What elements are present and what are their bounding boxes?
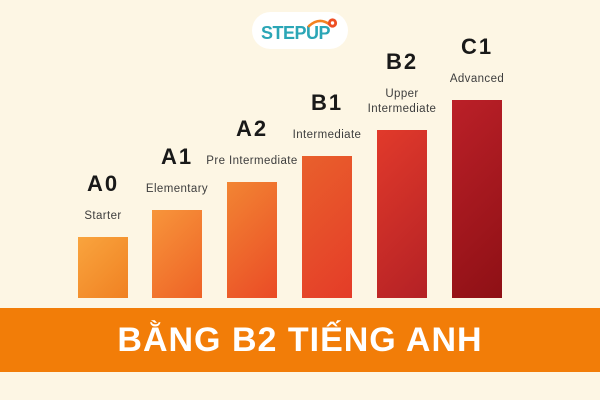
level-label: A2 bbox=[235, 115, 269, 141]
bar-labels: B2 Upper Intermediate bbox=[327, 49, 477, 116]
level-sublabel: Starter bbox=[84, 209, 122, 222]
bar-column: A1 Elementary bbox=[146, 144, 208, 298]
level-sublabel: Intermediate bbox=[292, 128, 362, 141]
title-banner: BẰNG B2 TIẾNG ANH bbox=[0, 308, 600, 372]
stepup-logo-graphic: STEPUP bbox=[261, 17, 338, 43]
bar bbox=[377, 130, 427, 298]
bar bbox=[452, 100, 502, 298]
bar bbox=[78, 237, 128, 298]
bar bbox=[152, 210, 202, 298]
level-label: A0 bbox=[86, 170, 120, 196]
logo-dot-center bbox=[330, 20, 335, 25]
bar-column: A2 Pre Intermediate bbox=[206, 116, 297, 298]
bar-labels: C1 Advanced bbox=[402, 34, 552, 86]
level-sublabel: Upper Intermediate bbox=[367, 88, 437, 115]
bar-column: B2 Upper Intermediate bbox=[368, 49, 436, 298]
level-sublabel: Pre Intermediate bbox=[206, 154, 298, 167]
bar-column: C1 Advanced bbox=[450, 34, 504, 298]
bar-labels: A1 Elementary bbox=[102, 144, 252, 196]
bar bbox=[302, 156, 352, 298]
logo-text: STEPUP bbox=[261, 23, 331, 43]
bar-labels: B1 Intermediate bbox=[252, 90, 402, 142]
banner-title: BẰNG B2 TIẾNG ANH bbox=[117, 320, 483, 359]
level-label: C1 bbox=[460, 33, 494, 59]
level-label: B1 bbox=[310, 89, 344, 115]
bar-column: B1 Intermediate bbox=[293, 90, 361, 298]
level-sublabel: Advanced bbox=[449, 72, 505, 85]
bar bbox=[227, 182, 277, 298]
bar-column: A0 Starter bbox=[78, 171, 128, 298]
logo-swoosh-icon bbox=[307, 19, 331, 27]
level-sublabel: Elementary bbox=[145, 182, 209, 195]
bar-labels: A0 Starter bbox=[28, 171, 178, 223]
level-label: A1 bbox=[160, 143, 194, 169]
bar-labels: A2 Pre Intermediate bbox=[177, 116, 327, 168]
level-label: B2 bbox=[385, 49, 419, 75]
stepup-logo: STEPUP bbox=[252, 12, 348, 49]
